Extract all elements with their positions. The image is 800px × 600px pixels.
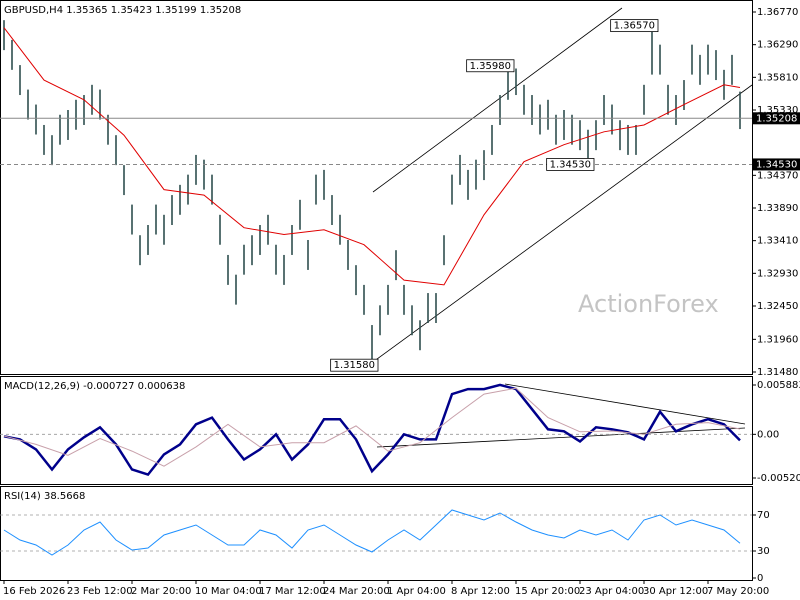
y-tick-label: 1.36290 bbox=[757, 40, 798, 51]
x-tick-label: 7 May 20:00 bbox=[707, 586, 769, 597]
y-tick-label: 1.32930 bbox=[757, 268, 798, 279]
indicator-line bbox=[3, 509, 741, 556]
x-tick-label: 23 Apr 04:00 bbox=[579, 586, 644, 597]
y-tick-label: -0.005209 bbox=[757, 473, 800, 484]
y-tick-label: 1.34370 bbox=[757, 170, 798, 181]
indicator-line bbox=[3, 387, 741, 467]
x-tick-label: 2 Mar 20:00 bbox=[131, 586, 191, 597]
main-panel bbox=[0, 0, 753, 375]
indicator-line bbox=[3, 383, 741, 477]
panel-title: GBPUSD,H4 1.35365 1.35423 1.35199 1.3520… bbox=[4, 5, 241, 16]
panel-title: RSI(14) 38.5668 bbox=[4, 491, 85, 502]
y-tick-label: 1.33890 bbox=[757, 203, 798, 214]
y-tick-label: 0.00 bbox=[757, 429, 779, 440]
annotation-label: 1.31580 bbox=[334, 360, 375, 371]
y-tick-label: 1.31960 bbox=[757, 334, 798, 345]
y-tick-label: 0 bbox=[757, 573, 763, 584]
price-label: 1.35208 bbox=[756, 113, 797, 124]
annotation-label: 1.34530 bbox=[550, 159, 591, 170]
x-tick-label: 23 Feb 12:00 bbox=[67, 586, 133, 597]
x-tick-label: 8 Apr 12:00 bbox=[451, 586, 510, 597]
moving-average bbox=[3, 27, 741, 286]
y-tick-label: 1.35810 bbox=[757, 72, 798, 83]
annotation-box bbox=[610, 19, 659, 33]
annotation-box bbox=[546, 158, 595, 171]
x-tick-label: 17 Mar 12:00 bbox=[259, 586, 326, 597]
channel-lower bbox=[372, 84, 753, 363]
watermark: ActionForex bbox=[578, 290, 719, 318]
y-tick-label: 0.005883 bbox=[757, 380, 800, 391]
x-tick-label: 16 Feb 2026 bbox=[3, 586, 65, 597]
x-tick-label: 1 Apr 04:00 bbox=[387, 586, 446, 597]
macd-trend-upper bbox=[504, 383, 746, 425]
price-label-box bbox=[753, 112, 800, 125]
y-tick-label: 1.32450 bbox=[757, 301, 798, 312]
y-tick-label: 30 bbox=[757, 546, 770, 557]
x-tick-label: 24 Mar 20:00 bbox=[323, 586, 390, 597]
price-label-box bbox=[753, 158, 800, 171]
macd-trend-lower bbox=[376, 427, 746, 448]
price-label: 1.34530 bbox=[756, 159, 797, 170]
y-tick-label: 1.35330 bbox=[757, 105, 798, 116]
x-tick-label: 30 Apr 12:00 bbox=[643, 586, 708, 597]
y-tick-label: 1.33410 bbox=[757, 236, 798, 247]
annotation-box bbox=[330, 358, 379, 372]
panel-title: MACD(12,26,9) -0.000727 0.000638 bbox=[4, 381, 185, 392]
annotation-label: 1.35980 bbox=[470, 61, 511, 72]
x-tick-label: 15 Apr 20:00 bbox=[515, 586, 580, 597]
macd-panel bbox=[0, 376, 753, 485]
annotation-box bbox=[466, 59, 515, 73]
y-tick-label: 70 bbox=[757, 510, 770, 521]
channel-upper bbox=[372, 7, 623, 193]
y-tick-label: 1.36770 bbox=[757, 7, 798, 18]
y-tick-label: 1.31480 bbox=[757, 367, 798, 378]
rsi-panel bbox=[0, 486, 753, 581]
x-tick-label: 10 Mar 04:00 bbox=[195, 586, 262, 597]
annotation-label: 1.36570 bbox=[614, 21, 655, 32]
